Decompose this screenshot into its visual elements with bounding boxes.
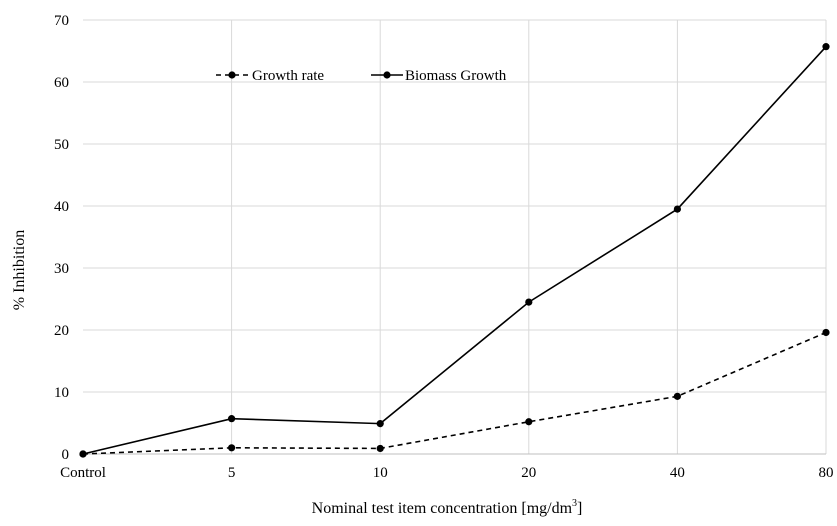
y-axis-title: % Inhibition: [11, 230, 28, 310]
x-tick-label: 40: [670, 465, 685, 481]
y-tick-label: 70: [54, 13, 69, 29]
legend: Growth rate Biomass Growth: [216, 68, 507, 84]
series-line-growth-rate: [82, 331, 827, 455]
x-tick-label: 5: [228, 465, 236, 481]
y-tick-label: 60: [54, 75, 69, 91]
data-point-biomass-growth: [525, 298, 533, 306]
data-point-biomass-growth: [673, 205, 682, 213]
data-point-growth-rate: [673, 392, 682, 400]
x-axis-title: Nominal test item concentration [mg/dm3]: [312, 498, 583, 517]
x-tick-label: 20: [521, 465, 536, 481]
legend-marker-growth-rate: [228, 71, 236, 79]
y-tick-label: 20: [54, 323, 69, 339]
y-tick-label: 0: [62, 447, 70, 463]
y-tick-label: 50: [54, 137, 69, 153]
data-point-biomass-growth: [79, 450, 87, 458]
x-tick-label: 80: [819, 465, 834, 481]
y-tick-label: 10: [54, 385, 69, 401]
data-point-growth-rate: [228, 444, 236, 452]
y-tick-label: 40: [54, 199, 69, 215]
x-tick-labels: Control 5 10 20 40 80: [60, 465, 833, 481]
y-tick-label: 30: [54, 261, 69, 277]
data-point-growth-rate: [525, 418, 533, 426]
x-axis-title-main: Nominal test item concentration [mg/dm: [312, 500, 573, 517]
data-point-biomass-growth: [822, 43, 830, 51]
x-axis-title-suffix: ]: [577, 500, 582, 517]
data-point-growth-rate: [376, 444, 384, 453]
x-tick-label: 10: [373, 465, 388, 481]
x-axis-title-superscript: 3: [572, 498, 577, 509]
y-tick-labels: 0 10 20 30 40 50 60 70: [54, 13, 69, 463]
gridlines: [83, 19, 827, 454]
legend-label-biomass-growth: Biomass Growth: [405, 68, 507, 84]
legend-label-growth-rate: Growth rate: [252, 68, 324, 84]
data-point-growth-rate: [822, 328, 830, 337]
data-point-biomass-growth: [228, 415, 236, 423]
data-point-biomass-growth: [376, 420, 384, 428]
series-lines: [79, 43, 830, 458]
legend-marker-biomass-growth: [383, 71, 391, 79]
x-tick-label: Control: [60, 465, 106, 481]
series-line-biomass-growth: [82, 46, 827, 455]
